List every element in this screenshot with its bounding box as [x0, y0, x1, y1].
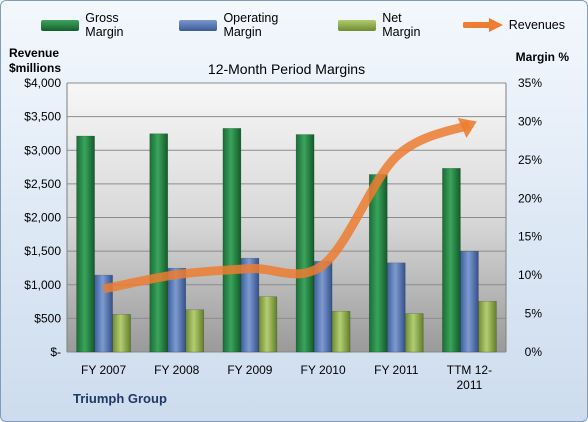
left-tick-label: $4,000 [24, 76, 61, 90]
category-label: 2011 [457, 378, 483, 392]
left-tick-label: $2,000 [24, 211, 61, 225]
revenue-line [102, 120, 472, 294]
right-tick-label: 15% [518, 230, 542, 244]
chart-legend: Gross Margin Operating Margin Net Margin… [41, 11, 587, 39]
right-axis-title: Margin % [515, 50, 569, 64]
company-name: Triumph Group [73, 391, 167, 406]
category-label: FY 2010 [301, 363, 346, 377]
right-tick-label: 5% [525, 307, 543, 321]
bar-net-margin [404, 313, 424, 353]
category-label: FY 2007 [81, 363, 126, 377]
legend-swatch-net-margin [337, 19, 377, 31]
bar-gross-margin [442, 168, 461, 353]
bar-gross-margin [149, 133, 169, 353]
legend-swatch-gross-margin [41, 19, 80, 31]
left-tick-label: $1,500 [24, 244, 61, 258]
legend-swatch-operating-margin [179, 19, 218, 31]
bar-net-margin [112, 314, 131, 353]
revenue-arrowhead [457, 117, 477, 138]
left-tick-label: $2,500 [24, 177, 61, 191]
axis-labels: $- $500 $1,000 $1,500 $2,000 $2,500 $3,000 $3,5… [24, 76, 542, 392]
left-axis-title-line-1: Revenue [9, 46, 60, 60]
bar-net-margin [331, 310, 351, 353]
bar-operating-margin [386, 262, 406, 353]
legend-label-revenues: Revenues [508, 18, 566, 32]
right-tick-label: 10% [518, 268, 542, 282]
bar-net-margin [185, 309, 205, 353]
left-tick-label: $3,000 [24, 143, 61, 157]
legend-label-net-margin: Net Margin [382, 11, 421, 39]
bar-gross-margin [295, 134, 315, 353]
category-label: FY 2011 [374, 363, 419, 377]
bar-gross-margin [222, 128, 242, 353]
bar-gross-margin [76, 135, 95, 353]
bar-operating-margin [94, 274, 113, 353]
legend-arrow-icon [462, 18, 503, 32]
legend-label-operating-margin: Operating Margin [223, 11, 279, 39]
legend-label-gross-margin: Gross Margin [85, 11, 124, 39]
right-tick-label: 30% [518, 114, 542, 128]
legend-item-operating-margin: Operating Margin [179, 11, 316, 39]
left-axis-title: Revenue $millions [9, 46, 61, 76]
chart-title: 12-Month Period Margins [208, 61, 365, 77]
right-tick-label: 0% [525, 345, 543, 359]
left-tick-label: $500 [34, 311, 61, 325]
bar-operating-margin [313, 261, 333, 353]
bar-operating-margin [460, 251, 479, 353]
category-label: FY 2008 [154, 363, 199, 377]
left-tick-label: $- [50, 345, 61, 359]
bar-operating-margin [167, 267, 187, 353]
right-tick-label: 25% [518, 153, 542, 167]
left-tick-label: $1,000 [24, 278, 61, 292]
legend-item-gross-margin: Gross Margin [41, 11, 157, 39]
category-label: TTM 12- [447, 363, 492, 377]
gridlines [67, 82, 506, 353]
legend-item-revenues: Revenues [462, 18, 566, 32]
right-tick-label: 35% [518, 76, 542, 90]
left-axis-title-line-2: $millions [9, 61, 62, 75]
left-tick-label: $3,500 [24, 110, 61, 124]
revenue-line-group [102, 117, 477, 294]
bar-net-margin [478, 300, 497, 353]
bar-gross-margin [368, 174, 388, 353]
category-label: FY 2009 [227, 363, 272, 377]
legend-item-net-margin: Net Margin [337, 11, 441, 39]
bar-net-margin [258, 296, 278, 353]
bar-group [76, 128, 497, 353]
right-tick-label: 20% [518, 191, 542, 205]
